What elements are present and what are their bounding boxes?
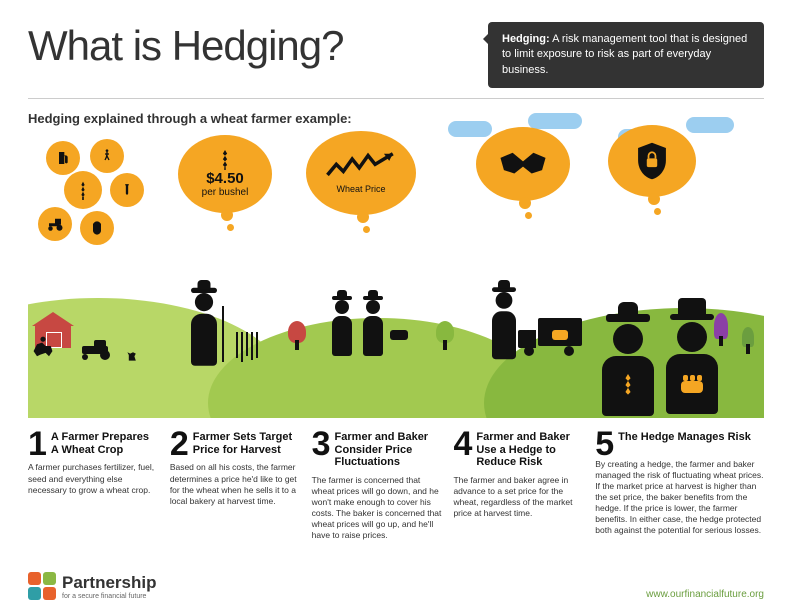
truck-icon — [518, 318, 582, 356]
step-title: Farmer and Baker Consider Price Fluctuat… — [312, 430, 442, 469]
step-title: Farmer and Baker Use a Hedge to Reduce R… — [453, 430, 583, 469]
illustration-subtitle: Hedging explained through a wheat farmer… — [28, 111, 352, 126]
farmer-baker-pair — [328, 296, 387, 364]
logo-brand: Partnership — [62, 573, 156, 593]
step-body: Based on all his costs, the farmer deter… — [170, 462, 300, 506]
wheat-icon — [64, 171, 102, 209]
handshake-icon — [497, 149, 549, 179]
step-number: 5 — [595, 430, 614, 459]
wheat-icon — [216, 150, 234, 170]
step-number: 3 — [312, 430, 331, 459]
tractor-icon — [80, 340, 112, 360]
cloud-icon — [686, 117, 734, 133]
infographic-page: What is Hedging? Hedging: A risk managem… — [0, 0, 792, 612]
handshake-bubble — [476, 127, 570, 201]
step-5: 5 The Hedge Manages Risk By creating a h… — [595, 430, 764, 541]
price-bubble: $4.50 per bushel — [178, 135, 272, 213]
step-body: The farmer is concerned that wheat price… — [312, 475, 442, 541]
step-1: 1 A Farmer Prepares A Wheat Crop A farme… — [28, 430, 158, 541]
footer-url: www.ourfinancialfuture.org — [646, 589, 764, 600]
page-title: What is Hedging? — [28, 22, 344, 70]
step-body: The farmer and baker agree in advance to… — [453, 475, 583, 519]
step-3: 3 Farmer and Baker Consider Price Fluctu… — [312, 430, 442, 541]
wheat-stalks-icon — [236, 332, 258, 362]
cat-icon — [126, 348, 140, 362]
header: What is Hedging? Hedging: A risk managem… — [0, 0, 792, 98]
price-chart-icon — [325, 152, 397, 182]
step-number: 4 — [453, 430, 472, 459]
seedbag-icon — [80, 211, 114, 245]
step-number: 1 — [28, 430, 47, 459]
tree-icon — [436, 321, 454, 350]
chart-bubble: Wheat Price — [306, 131, 416, 215]
price-amount: $4.50 — [206, 170, 244, 187]
tree-icon — [742, 327, 754, 354]
definition-label: Hedging: — [502, 33, 550, 45]
bread-logo-icon — [552, 326, 568, 340]
bread-icon — [390, 326, 408, 340]
definition-callout: Hedging: A risk management tool that is … — [488, 22, 764, 88]
cloud-icon — [448, 121, 492, 137]
shield-lock-icon — [634, 141, 670, 181]
step-title: A Farmer Prepares A Wheat Crop — [28, 430, 158, 456]
partnership-logo: Partnership for a secure financial futur… — [28, 572, 156, 600]
testtube-icon — [110, 173, 144, 207]
chart-label: Wheat Price — [336, 184, 385, 194]
walker-icon — [90, 139, 124, 173]
step-4: 4 Farmer and Baker Use a Hedge to Reduce… — [453, 430, 583, 541]
fuel-icon — [46, 141, 80, 175]
logo-tagline: for a secure financial future — [62, 593, 156, 600]
farmer-baker-closeup — [600, 314, 720, 416]
pitchfork-icon — [222, 306, 224, 362]
bread-badge-icon — [681, 375, 703, 393]
footer: Partnership for a secure financial futur… — [28, 572, 764, 600]
step-title: The Hedge Manages Risk — [595, 430, 764, 444]
illustration-area: Hedging explained through a wheat farmer… — [28, 98, 764, 418]
tractor-icon — [38, 207, 72, 241]
step-2: 2 Farmer Sets Target Price for Harvest B… — [170, 430, 300, 541]
logo-mark-icon — [28, 572, 56, 600]
price-unit: per bushel — [202, 187, 249, 198]
steps-row: 1 A Farmer Prepares A Wheat Crop A farme… — [0, 418, 792, 547]
tree-icon — [288, 321, 306, 350]
cloud-icon — [528, 113, 582, 129]
step-number: 2 — [170, 430, 189, 459]
step-title: Farmer Sets Target Price for Harvest — [170, 430, 300, 456]
wheat-badge-icon — [617, 374, 639, 398]
step-body: A farmer purchases fertilizer, fuel, see… — [28, 462, 158, 495]
horse-rider-icon — [30, 334, 56, 358]
farmer-icon — [487, 287, 521, 369]
shield-bubble — [608, 125, 696, 197]
step-body: By creating a hedge, the farmer and bake… — [595, 459, 764, 536]
farmer-icon — [186, 288, 222, 376]
